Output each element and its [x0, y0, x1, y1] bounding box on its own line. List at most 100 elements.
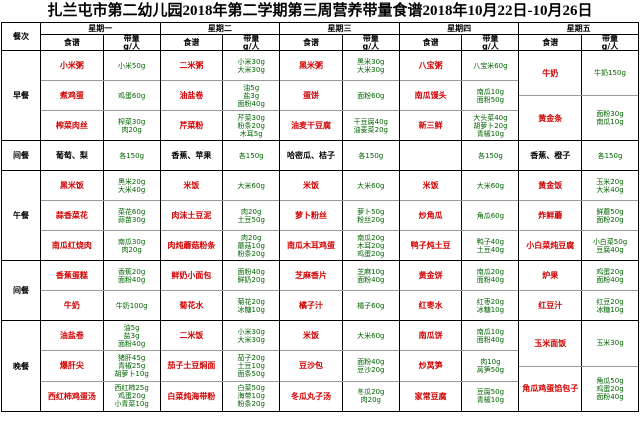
dish-amount: 冬瓜20g 肉20g: [343, 382, 399, 411]
amount-line: 红豆20g: [596, 297, 624, 306]
day-name: 星期五: [519, 23, 638, 35]
dish-row: 新三鲜 大头菜40g 胡萝卜20g 青椒10g: [400, 111, 519, 140]
amount-line: 八宝米60g: [473, 61, 508, 70]
dish-name: 南瓜饼: [400, 321, 463, 351]
dish-amount: 玉米30g: [582, 321, 638, 366]
day-cell: 哈密瓜、桔子 各150g: [280, 141, 400, 170]
dish-row: 冬瓜丸子汤 冬瓜20g 肉20g: [280, 381, 399, 411]
dish-name: 小米粥: [41, 51, 104, 80]
amount-line: 鸡蛋20g: [357, 249, 385, 258]
amount-line: 小米30g: [237, 57, 265, 66]
dish-row: 小白菜炖豆腐 小白菜50g 豆腐40g: [519, 231, 638, 260]
dish-name: 油盐卷: [41, 321, 104, 351]
amount-line: 芹菜30g: [237, 113, 265, 122]
amount-line: 各150g: [597, 151, 623, 160]
amount-line: 橘子60g: [357, 301, 385, 310]
dish-amount: 各150g: [223, 141, 279, 170]
meal-name: 午餐: [2, 171, 41, 260]
day-cell: 鲜奶小面包 面粉40g 鲜奶20g 菊花水 菊花20g 冰糖10g: [160, 261, 281, 320]
dish-name: 油盐卷: [161, 81, 224, 110]
amount-line: 菜花60g: [117, 207, 146, 216]
dish-amount: 牛奶150g: [582, 51, 638, 95]
amount-line: 冰糖10g: [596, 305, 624, 314]
menu-table: 餐次 星期一 食谱 带量 g/人 星期二 食谱 带量 g/人 星期三 食谱 带量 g/人 星期四 食谱 带量 g…: [1, 22, 639, 412]
dish-row: 榨菜肉丝 榨菜30g 肉20g: [41, 111, 160, 140]
amount-line: 西红柿25g: [114, 384, 149, 393]
amount-label: 带量: [362, 34, 379, 43]
dish-row: 哈密瓜、桔子 各150g: [280, 141, 399, 170]
dish-amount: 黑米20g 大米40g: [104, 171, 160, 200]
amount-line: 面粉40g: [117, 275, 146, 284]
dish-row: 油盐卷 油5g 盐3g 面粉40g: [160, 81, 280, 111]
dish-row: 蒜香菜花 菜花60g 蒜苗30g: [41, 201, 160, 231]
amount-line: 牛奶100g: [115, 301, 148, 310]
dish-row: 芝麻香片 芝麻10g 面粉40g: [280, 261, 399, 291]
amount-line: 面粉50g: [476, 95, 505, 104]
day-name: 星期三: [280, 23, 399, 35]
amount-line: 木耳5g: [239, 129, 263, 138]
dish-row: 芹菜粉 芹菜30g 粉条20g 木耳5g: [161, 111, 280, 140]
dish-name: 红枣水: [400, 291, 463, 320]
amount-line: 肉20g: [241, 207, 262, 216]
day-cell: 八宝粥 八宝米60g 南瓜馒头 南瓜10g 面粉50g 新三鲜 大头菜40g 胡萝卜20g 青椒…: [399, 51, 520, 140]
dish-amount: 南瓜10g 面粉40g: [462, 321, 518, 350]
amount-line: 面粉40g: [237, 267, 265, 276]
dish-name: 炸鲜蘑: [519, 201, 583, 230]
dish-name: 八宝粥: [400, 51, 463, 80]
dish-name: 萝卜粉丝: [280, 201, 343, 230]
amount-line: 大米30g: [237, 335, 265, 344]
amount-label: 带量: [243, 34, 260, 43]
amount-line: 大米60g: [476, 181, 505, 190]
dish-row: 黑米饭 黑米20g 大米40g: [41, 171, 160, 201]
dish-amount: 各150g: [343, 141, 399, 170]
amount-line: 油麦菜20g: [353, 125, 388, 134]
recipe-header: 食谱: [519, 35, 583, 51]
dish-row: 二米粥 小米30g 大米30g: [160, 51, 280, 81]
amount-line: 大米60g: [357, 331, 385, 340]
sub-header: 食谱 带量 g/人: [161, 35, 280, 51]
day-cell: 米饭 大米60g 炒角瓜 角瓜60g 鸭子炖土豆 鸭子40g 土豆40g: [399, 171, 520, 260]
amount-line: 玉米20g: [596, 177, 624, 186]
dish-amount: 肉10g 莴笋50g: [462, 351, 518, 380]
amount-header: 带量 g/人: [223, 35, 279, 51]
amount-line: 面粉40g: [596, 275, 624, 284]
day-cell: 二米粥 小米30g 大米30g 油盐卷 油5g 盐3g 面粉40g 芹菜粉 芹菜30g 粉条20g…: [160, 51, 281, 140]
dish-name: [400, 141, 463, 170]
amount-line: 面粉60g: [357, 91, 385, 100]
unit-label: g/人: [601, 42, 619, 51]
amount-label: 带量: [123, 34, 140, 43]
dish-name: 炒角瓜: [400, 201, 463, 230]
day-cell: 米饭 大米60g 萝卜粉丝 萝卜50g 粉丝20g 南瓜木耳鸡蛋 南瓜20g 木耳20g 鸡蛋2…: [280, 171, 400, 260]
dish-amount: 小米30g 大米30g: [223, 51, 279, 80]
dish-name: 煮鸡蛋: [41, 81, 104, 110]
amount-line: 猪肝45g: [117, 353, 146, 362]
dish-name: 冬瓜丸子汤: [280, 381, 343, 411]
amount-line: 面条50g: [237, 369, 265, 378]
day-cell: 黑米粥 黑米30g 大米30g 蛋饼 面粉60g 油麦干豆腐 干豆腐40g 油麦菜20g: [280, 51, 400, 140]
amount-line: 海带10g: [237, 392, 265, 401]
dish-row: 炒角瓜 角瓜60g: [399, 201, 519, 231]
dish-name: 米饭: [280, 321, 343, 351]
dish-row: 红豆汁 红豆20g 冰糖10g: [519, 291, 638, 320]
dish-row: 白菜炖海带粉 白菜50g 海带10g 粉条20g: [161, 381, 280, 411]
dish-name: 香蕉蛋糕: [41, 261, 104, 290]
dish-row: 豆沙包 面粉40g 豆沙20g: [280, 351, 399, 382]
dish-amount: 油5g 盐3g 面粉40g: [104, 321, 160, 350]
amount-label: 带量: [482, 34, 499, 43]
amount-line: 面粉40g: [117, 339, 146, 348]
dish-name: 香蕉、橙子: [519, 141, 583, 170]
dish-name: 肉炖蘑菇粉条: [161, 231, 224, 260]
amount-line: 榨菜30g: [117, 117, 146, 126]
dish-row: 各150g: [400, 141, 519, 170]
dish-name: 油麦干豆腐: [280, 111, 343, 140]
dish-row: 八宝粥 八宝米60g: [399, 51, 519, 81]
dish-amount: 玉米20g 大米40g: [582, 171, 638, 200]
day-cell: 南瓜饼 南瓜10g 面粉40g 炒莴笋 肉10g 莴笋50g 家常豆腐 豆腐50g 青椒10g: [399, 321, 520, 411]
dish-amount: 牛奶100g: [104, 291, 160, 320]
day-cell: 各150g: [400, 141, 520, 170]
dish-name: 南瓜红烧肉: [41, 231, 104, 260]
dish-amount: 红豆20g 冰糖10g: [582, 291, 638, 320]
dish-name: 玉米面饭: [519, 321, 583, 366]
meal-name: 早餐: [2, 51, 41, 140]
